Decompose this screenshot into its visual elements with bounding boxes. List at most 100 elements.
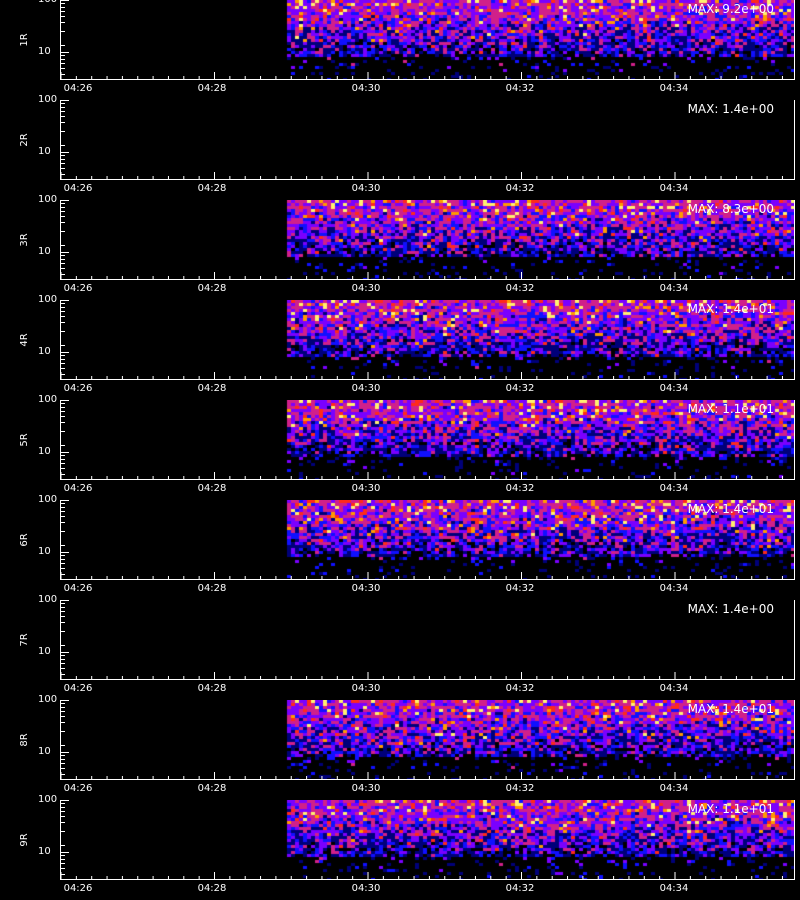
x-tick-label: 04:26 [63,683,93,694]
x-tick-label: 04:34 [659,283,689,294]
x-tick-label: 04:32 [505,183,535,194]
x-tick-label: 04:26 [63,283,93,294]
panel-9r: 9R 100 10 MAX: 1.1e+01 04:26 04:28 04:30 04:32 0… [0,794,800,900]
x-tick-label: 04:30 [351,683,381,694]
spectrogram-plot: MAX: 1.4e+01 [60,500,795,580]
x-tick-label: 04:30 [351,883,381,894]
y-tick-label: 10 [38,546,51,557]
x-tick-label: 04:26 [63,583,93,594]
x-tick-label: 04:26 [63,883,93,894]
spectrogram-image [61,400,794,479]
panel-6r: 6R 100 10 MAX: 1.4e+01 04:26 04:28 04:30 04:32 0… [0,494,800,600]
x-tick-label: 04:30 [351,483,381,494]
axis-ticks [61,700,783,779]
axis-ticks [61,400,783,479]
x-tick-label: 04:28 [197,383,227,394]
max-value-label: MAX: 9.2e+00 [687,2,774,16]
x-tick-label: 04:30 [351,783,381,794]
axis-ticks [61,600,783,679]
spectrogram-image [61,100,794,179]
panel-y-label: 5R [19,433,31,447]
spectrogram-image [61,0,794,79]
y-tick-label: 10 [38,46,51,57]
spectrogram-image [61,300,794,379]
spectrogram-image [61,800,794,879]
y-tick-label: 10 [38,746,51,757]
x-tick-label: 04:26 [63,83,93,94]
x-tick-label: 04:26 [63,183,93,194]
y-tick-label: 10 [38,146,51,157]
y-tick-label: 100 [38,794,58,805]
x-tick-label: 04:28 [197,83,227,94]
x-tick-label: 04:32 [505,83,535,94]
x-tick-label: 04:32 [505,483,535,494]
y-tick-label: 10 [38,446,51,457]
axis-ticks [61,800,783,879]
y-tick-label: 100 [38,694,58,705]
max-value-label: MAX: 1.4e+00 [687,602,774,616]
panel-1r: 1R 100 10 MAX: 9.2e+00 04:26 04:28 04:30 04:32 0… [0,0,800,100]
x-tick-label: 04:28 [197,683,227,694]
max-value-label: MAX: 8.3e+00 [687,202,774,216]
spectrogram-plot: MAX: 1.1e+01 [60,800,795,880]
x-tick-label: 04:26 [63,483,93,494]
y-tick-label: 100 [38,394,58,405]
spectrogram-plot: MAX: 1.4e+01 [60,700,795,780]
x-tick-label: 04:32 [505,283,535,294]
x-tick-label: 04:32 [505,383,535,394]
panel-8r: 8R 100 10 MAX: 1.4e+01 04:26 04:28 04:30 04:32 0… [0,694,800,800]
max-value-label: MAX: 1.1e+01 [687,402,774,416]
y-tick-label: 100 [38,294,58,305]
axis-ticks [61,500,783,579]
x-tick-label: 04:34 [659,783,689,794]
panel-y-label: 3R [19,233,31,247]
x-tick-label: 04:30 [351,283,381,294]
spectrogram-plot: MAX: 1.4e+00 [60,600,795,680]
x-tick-label: 04:32 [505,683,535,694]
x-tick-label: 04:34 [659,683,689,694]
axis-ticks [61,100,783,179]
panel-2r: 2R 100 10 MAX: 1.4e+00 04:26 04:28 04:30 04:32 0… [0,94,800,200]
max-value-label: MAX: 1.4e+01 [687,502,774,516]
axis-ticks [61,0,783,79]
y-tick-label: 10 [38,646,51,657]
spectrogram-image [61,200,794,279]
panel-y-label: 2R [19,133,31,147]
x-tick-label: 04:28 [197,483,227,494]
x-tick-label: 04:32 [505,883,535,894]
panel-y-label: 6R [19,533,31,547]
x-tick-label: 04:30 [351,183,381,194]
panel-y-label: 7R [19,633,31,647]
x-tick-label: 04:34 [659,883,689,894]
x-tick-label: 04:32 [505,783,535,794]
x-tick-label: 04:30 [351,583,381,594]
spectrogram-image [61,700,794,779]
panel-y-label: 9R [19,833,31,847]
spectrogram-plot: MAX: 1.4e+01 [60,300,795,380]
x-tick-label: 04:34 [659,383,689,394]
panel-y-label: 8R [19,733,31,747]
panel-7r: 7R 100 10 MAX: 1.4e+00 04:26 04:28 04:30 04:32 0… [0,594,800,700]
spectrogram-plot: MAX: 1.4e+00 [60,100,795,180]
x-tick-label: 04:28 [197,883,227,894]
x-tick-label: 04:32 [505,583,535,594]
y-tick-label: 10 [38,246,51,257]
panel-5r: 5R 100 10 MAX: 1.1e+01 04:26 04:28 04:30 04:32 0… [0,394,800,500]
y-tick-label: 100 [38,194,58,205]
panel-3r: 3R 100 10 MAX: 8.3e+00 04:26 04:28 04:30 04:32 0… [0,194,800,300]
axis-ticks [61,200,783,279]
x-tick-label: 04:28 [197,783,227,794]
x-tick-label: 04:34 [659,483,689,494]
x-tick-label: 04:34 [659,83,689,94]
y-tick-label: 100 [38,594,58,605]
max-value-label: MAX: 1.1e+01 [687,802,774,816]
max-value-label: MAX: 1.4e+01 [687,702,774,716]
x-tick-label: 04:34 [659,183,689,194]
y-tick-label: 10 [38,346,51,357]
spectrogram-image [61,500,794,579]
y-tick-label: 100 [38,0,57,5]
x-tick-label: 04:26 [63,383,93,394]
x-tick-label: 04:30 [351,83,381,94]
x-tick-label: 04:28 [197,283,227,294]
